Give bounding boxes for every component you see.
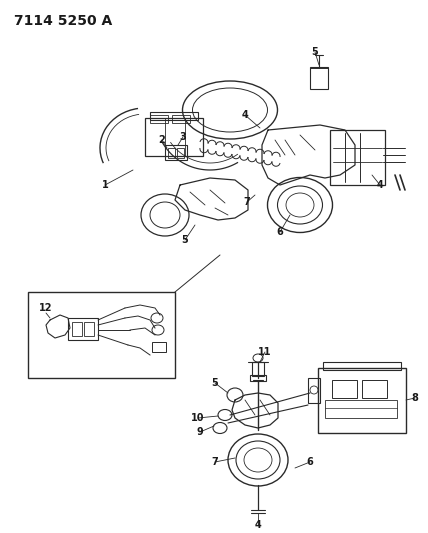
Text: 4: 4 bbox=[377, 180, 383, 190]
Bar bbox=[252, 362, 264, 376]
Text: 5: 5 bbox=[181, 235, 188, 245]
Text: 7: 7 bbox=[211, 457, 218, 467]
Text: 5: 5 bbox=[211, 378, 218, 388]
Text: 4: 4 bbox=[242, 110, 248, 120]
Text: 6: 6 bbox=[306, 457, 313, 467]
Bar bbox=[84, 322, 94, 336]
Bar bbox=[323, 362, 401, 370]
Text: 7114 5250 A: 7114 5250 A bbox=[14, 14, 112, 28]
Text: 4: 4 bbox=[255, 520, 262, 530]
Text: 8: 8 bbox=[412, 393, 419, 403]
Bar bbox=[28, 292, 175, 378]
Bar bbox=[68, 318, 98, 340]
Bar bbox=[330, 130, 385, 185]
Text: 11: 11 bbox=[258, 347, 272, 357]
Text: 7: 7 bbox=[244, 197, 250, 207]
Bar bbox=[308, 378, 320, 403]
Text: 9: 9 bbox=[196, 427, 203, 437]
Bar bbox=[310, 67, 328, 89]
Bar bbox=[168, 148, 175, 158]
Bar bbox=[150, 115, 168, 123]
Bar bbox=[165, 145, 187, 160]
Bar bbox=[250, 375, 266, 381]
Bar bbox=[177, 148, 184, 158]
Text: 10: 10 bbox=[191, 413, 205, 423]
Text: 2: 2 bbox=[159, 135, 165, 145]
Text: 3: 3 bbox=[180, 132, 186, 142]
Bar bbox=[72, 322, 82, 336]
Bar bbox=[325, 400, 397, 418]
Text: 12: 12 bbox=[39, 303, 53, 313]
Text: 6: 6 bbox=[276, 227, 283, 237]
Bar bbox=[318, 368, 406, 433]
Bar bbox=[145, 118, 203, 156]
Text: 5: 5 bbox=[312, 47, 318, 57]
Bar bbox=[152, 342, 166, 352]
Bar bbox=[362, 380, 387, 398]
Bar bbox=[332, 380, 357, 398]
Bar bbox=[150, 112, 198, 120]
Bar bbox=[172, 115, 190, 123]
Text: 1: 1 bbox=[101, 180, 108, 190]
